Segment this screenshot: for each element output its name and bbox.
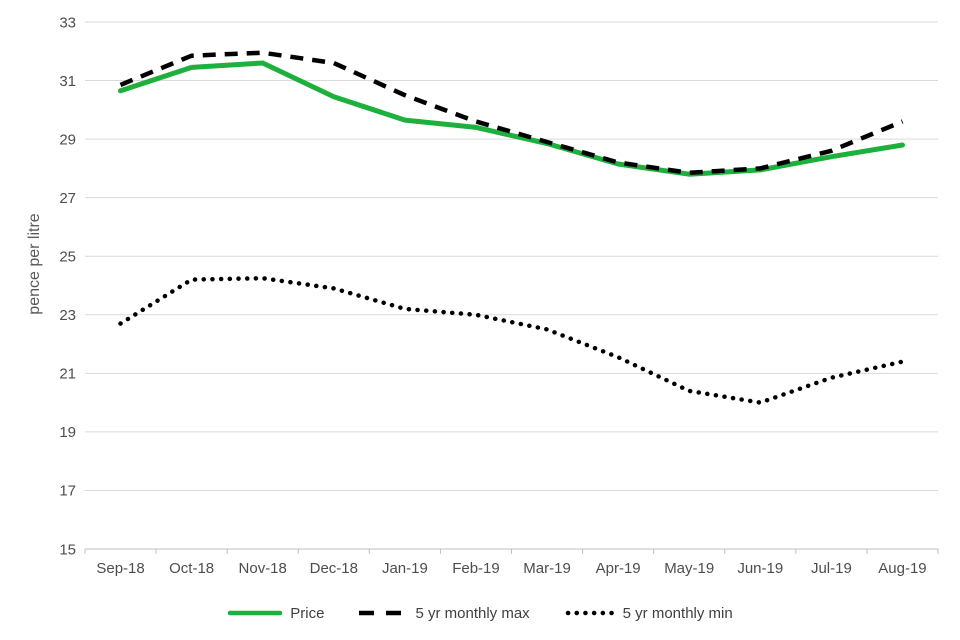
y-tick-label: 17: [59, 483, 76, 500]
x-tick-label: May-19: [664, 560, 714, 577]
x-tick-label: Mar-19: [523, 560, 571, 577]
legend-swatch-solid-line-icon: [228, 610, 283, 616]
x-tick-label: Apr-19: [596, 560, 641, 577]
x-tick-label: Jun-19: [737, 560, 783, 577]
series-line-price: [118, 60, 905, 177]
y-tick-label: 31: [59, 73, 76, 90]
series-line-5-yr-monthly-max: [119, 50, 904, 176]
legend-item-max: 5 yr monthly max: [358, 604, 530, 622]
legend-label-max: 5 yr monthly max: [415, 604, 530, 622]
x-tick-label: Dec-18: [310, 560, 358, 577]
y-tick-label: 27: [59, 190, 76, 207]
legend-swatch-dashed-line-icon: [359, 610, 408, 616]
y-tick-label: 21: [59, 366, 76, 383]
legend-item-price: Price: [227, 605, 324, 622]
y-tick-label: 19: [59, 424, 76, 441]
series-line-5-yr-monthly-min: [118, 275, 905, 405]
y-tick-label: 23: [59, 307, 76, 324]
x-tick-label: Feb-19: [452, 560, 500, 577]
x-tick-label: Oct-18: [169, 560, 214, 577]
y-axis-title: pence per litre: [26, 213, 43, 314]
legend-swatch-dotted-line-icon: [565, 610, 616, 616]
y-tick-label: 15: [59, 541, 76, 558]
x-tick-label: Jul-19: [811, 560, 852, 577]
legend-label-min: 5 yr monthly min: [622, 604, 733, 622]
x-tick-label: Aug-19: [878, 560, 926, 577]
x-tick-label: Sep-18: [96, 560, 144, 577]
y-tick-label: 29: [59, 131, 76, 148]
x-tick-label: Nov-18: [239, 560, 287, 577]
legend: Price 5 yr monthly max 5 yr monthly min: [0, 598, 960, 628]
legend-item-min: 5 yr monthly min: [564, 605, 733, 622]
y-tick-label: 25: [59, 248, 76, 265]
legend-label-price: Price: [290, 604, 325, 622]
x-tick-label: Jan-19: [382, 560, 428, 577]
y-tick-label: 33: [59, 14, 76, 31]
